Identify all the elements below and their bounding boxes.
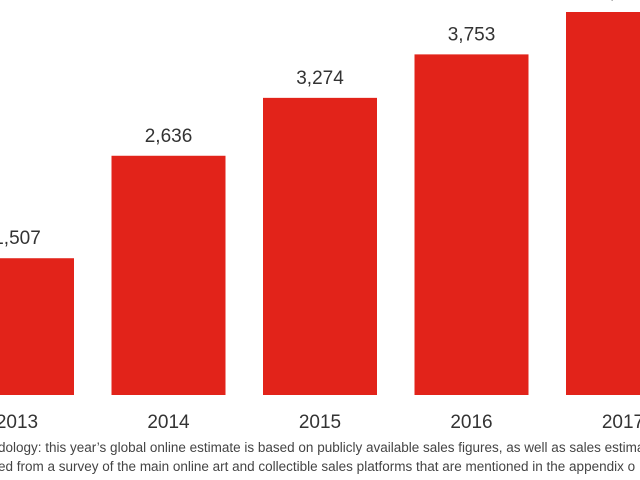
footnote-line: dology: this year’s global online estima… <box>0 440 640 455</box>
bar <box>414 54 529 395</box>
value-label: 1,507 <box>0 228 41 249</box>
value-label: 3,753 <box>448 24 496 45</box>
bar <box>111 155 226 395</box>
value-label: 4,220 <box>599 0 640 3</box>
bar <box>0 258 74 395</box>
value-label: 3,274 <box>296 68 344 89</box>
x-tick-label: 2015 <box>299 412 341 433</box>
x-tick-label: 2017 <box>602 412 640 433</box>
bar <box>566 12 640 395</box>
x-tick-label: 2013 <box>0 412 38 433</box>
x-tick-label: 2016 <box>450 412 492 433</box>
value-label: 2,636 <box>145 126 193 147</box>
x-tick-label: 2014 <box>147 412 190 433</box>
footnote-line: ed from a survey of the main online art … <box>0 459 635 474</box>
bar <box>263 97 377 395</box>
